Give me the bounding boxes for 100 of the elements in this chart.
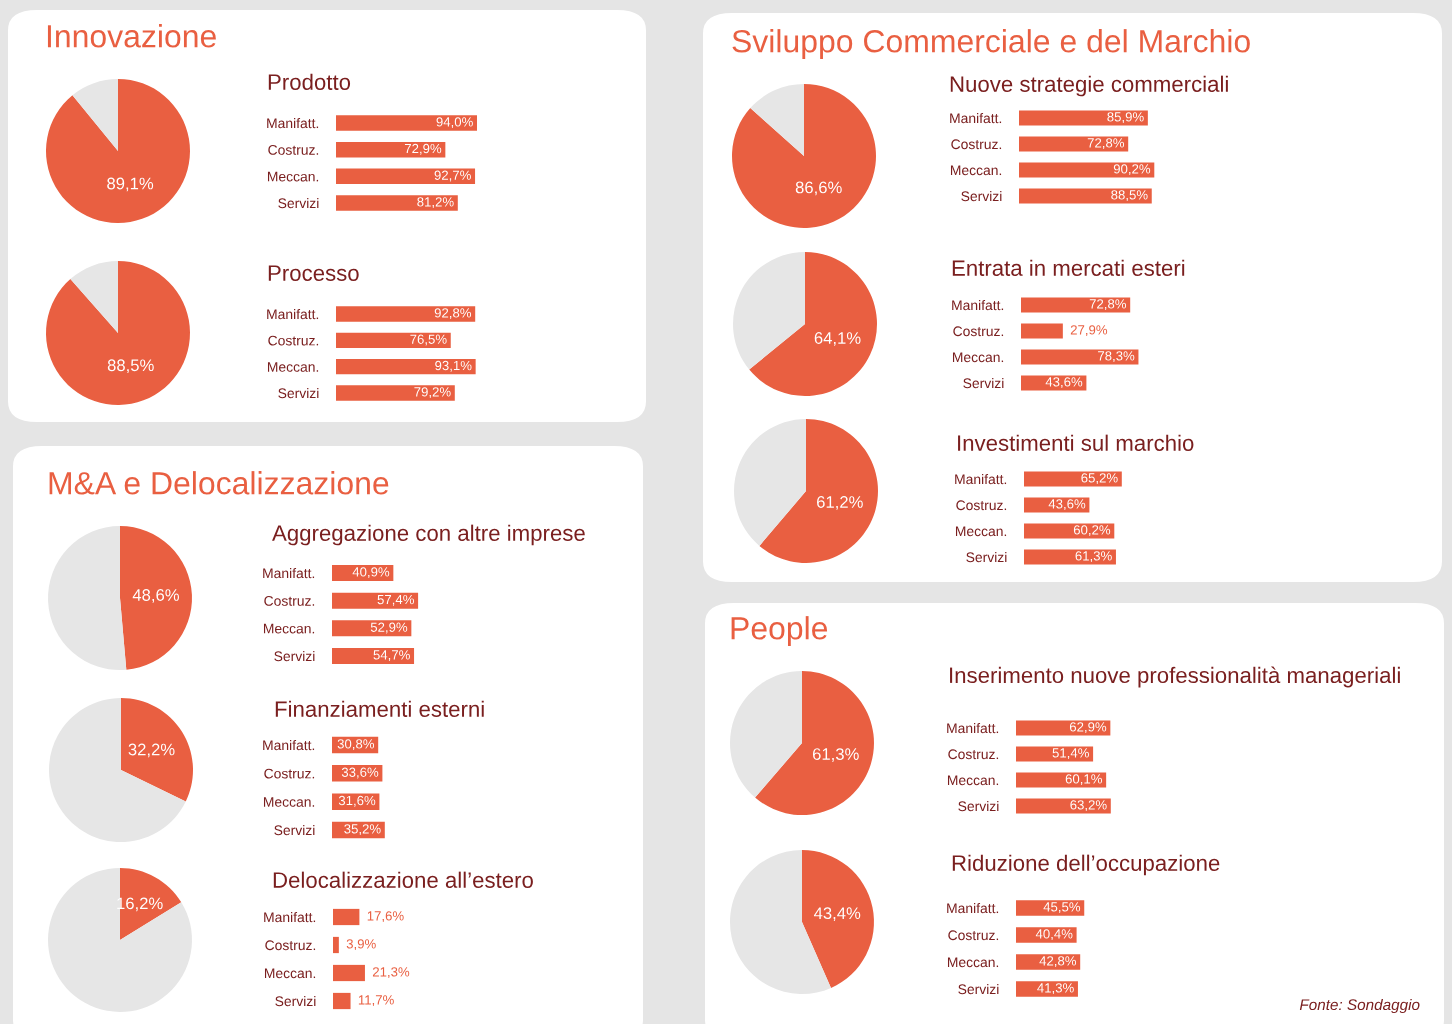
y-tick-label: Meccan. bbox=[955, 526, 1007, 537]
y-tick-label: Meccan. bbox=[950, 165, 1002, 176]
bar bbox=[336, 385, 455, 401]
y-tick-label: Manifatt. bbox=[947, 722, 999, 734]
data-label: 33,6% bbox=[341, 767, 379, 779]
bar bbox=[1024, 549, 1116, 565]
data-label: 11,7% bbox=[358, 995, 394, 1007]
y-tick-label: Meccan. bbox=[267, 171, 319, 182]
data-label: 57,4% bbox=[377, 594, 414, 606]
chart-title: Entrata in mercati esteri bbox=[952, 259, 1185, 276]
pie-slice bbox=[749, 252, 877, 396]
bar bbox=[1021, 375, 1087, 391]
data-label: 79,2% bbox=[414, 387, 451, 399]
bar bbox=[336, 195, 458, 211]
y-tick-label: Costruz. bbox=[264, 596, 315, 606]
pie-slice bbox=[72, 79, 118, 151]
y-tick-label: Manifatt. bbox=[955, 473, 1007, 485]
data-label: 48,6% bbox=[132, 589, 179, 603]
y-tick-label: Manifatt. bbox=[264, 911, 316, 923]
data-label: 72,9% bbox=[404, 143, 442, 155]
y-tick-label: Costruz. bbox=[953, 326, 1004, 337]
pie-slice bbox=[46, 261, 190, 405]
bar bbox=[1016, 720, 1111, 736]
bar bbox=[336, 306, 476, 322]
pie-slice bbox=[734, 419, 806, 546]
data-label: 41,3% bbox=[1037, 983, 1074, 995]
chart-title: Riduzione dell’occupazione bbox=[952, 854, 1220, 876]
y-tick-label: Servizi bbox=[278, 387, 319, 399]
bar bbox=[332, 765, 383, 782]
y-tick-label: Manifatt. bbox=[267, 308, 319, 320]
data-label: 35,2% bbox=[344, 824, 381, 836]
bar bbox=[1024, 471, 1122, 487]
data-label: 85,9% bbox=[1107, 112, 1144, 124]
y-tick-label: Costruz. bbox=[268, 335, 319, 346]
y-tick-label: Manifatt. bbox=[263, 739, 315, 751]
pie-slice bbox=[755, 671, 874, 815]
data-label: 63,2% bbox=[1070, 800, 1107, 812]
y-tick-label: Meccan. bbox=[263, 797, 315, 807]
bar bbox=[1019, 110, 1148, 126]
y-tick-label: Meccan. bbox=[947, 957, 999, 968]
data-label: 61,2% bbox=[817, 496, 863, 510]
bar bbox=[1019, 136, 1129, 152]
data-label: 78,3% bbox=[1098, 351, 1135, 363]
data-label: 61,3% bbox=[812, 748, 859, 762]
pie-slice bbox=[70, 261, 118, 333]
pie-slice bbox=[49, 698, 186, 842]
y-tick-label: Costruz. bbox=[951, 139, 1002, 150]
bar bbox=[336, 115, 477, 131]
bar bbox=[1016, 746, 1094, 762]
source-note: Fonte: Sondaggio bbox=[1299, 998, 1420, 1014]
y-tick-label: Meccan. bbox=[264, 968, 316, 979]
bar bbox=[336, 141, 446, 158]
chart-title: Processo bbox=[268, 265, 359, 281]
y-tick-label: Costruz. bbox=[268, 145, 319, 155]
data-label: 62,9% bbox=[1069, 722, 1107, 734]
bar bbox=[336, 359, 476, 375]
pie-slice bbox=[46, 79, 190, 223]
y-tick-label: Manifatt. bbox=[952, 299, 1004, 311]
y-tick-label: Costruz. bbox=[956, 500, 1007, 511]
y-tick-label: Servizi bbox=[966, 551, 1007, 563]
chart-title: Prodotto bbox=[268, 73, 351, 90]
data-label: 76,5% bbox=[410, 334, 447, 346]
y-tick-label: Servizi bbox=[963, 377, 1004, 389]
y-tick-label: Costruz. bbox=[264, 768, 315, 779]
data-label: 54,7% bbox=[373, 650, 410, 662]
data-label: 40,9% bbox=[352, 567, 390, 579]
pie-slice bbox=[802, 850, 874, 988]
data-label: 3,9% bbox=[346, 939, 376, 951]
data-label: 51,4% bbox=[1052, 748, 1089, 760]
y-tick-label: Servizi bbox=[278, 197, 319, 209]
text: Inserimento nuove professionalità manageriali bbox=[950, 666, 1400, 688]
pie-slice bbox=[732, 84, 876, 228]
chart-title: Aggregazione con altre imprese bbox=[272, 524, 585, 546]
bar bbox=[1019, 162, 1155, 178]
data-label: 88,5% bbox=[107, 359, 154, 374]
data-label: 42,8% bbox=[1039, 956, 1077, 968]
bar bbox=[333, 908, 360, 926]
data-label: 32,2% bbox=[128, 743, 175, 758]
pie-slice bbox=[733, 252, 805, 370]
data-label: 45,5% bbox=[1043, 902, 1081, 914]
pie-slice bbox=[121, 698, 193, 802]
data-label: 94,0% bbox=[436, 117, 473, 129]
bar bbox=[332, 592, 419, 609]
bar bbox=[1021, 349, 1139, 365]
y-tick-label: Meccan. bbox=[952, 352, 1004, 363]
data-label: 61,3% bbox=[1075, 551, 1112, 563]
bar bbox=[332, 647, 415, 665]
bar bbox=[1024, 523, 1115, 539]
pie-slice bbox=[48, 526, 127, 670]
chart-title: Investimenti sul marchio bbox=[958, 434, 1194, 451]
data-label: 92,7% bbox=[434, 170, 471, 182]
pie-slice bbox=[759, 419, 878, 563]
y-tick-label: Manifatt. bbox=[947, 902, 999, 914]
data-label: 93,1% bbox=[435, 360, 472, 372]
data-label: 81,2% bbox=[417, 197, 454, 209]
bar bbox=[336, 332, 451, 348]
y-tick-label: Meccan. bbox=[267, 362, 319, 372]
data-label: 60,2% bbox=[1073, 525, 1111, 537]
chart-title: Delocalizzazione all’estero bbox=[273, 871, 533, 888]
y-tick-label: Manifatt. bbox=[263, 567, 315, 579]
